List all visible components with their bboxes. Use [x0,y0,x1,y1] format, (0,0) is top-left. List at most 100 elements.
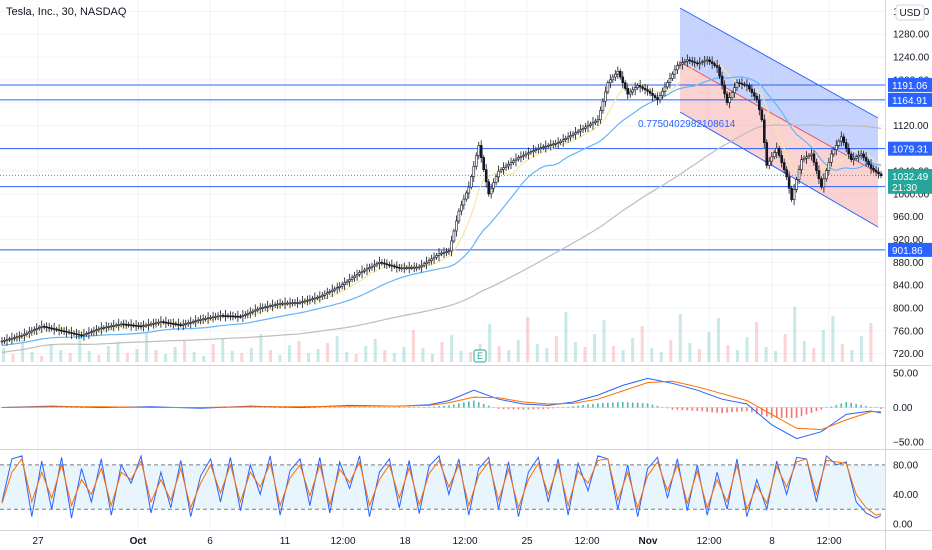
candle-body [623,82,627,89]
candle-body [427,260,431,263]
level-label: 1079.31 [892,145,929,156]
stochastic-axis[interactable]: 80.00 40.00 0.00 [893,460,918,530]
volume-bar [507,350,511,362]
candle-body [253,309,257,312]
macd-histogram-bar [393,407,396,408]
candle-body [626,88,630,95]
candle-body [683,61,687,64]
candle-body [827,161,831,171]
candle-body [713,63,716,66]
candle-body [70,332,73,334]
macd-histogram-bar [751,407,753,413]
candle-body [328,291,332,294]
macd-histogram-bar [125,407,127,408]
stochastic-tick-label: 40.00 [893,490,918,501]
candle-body [601,100,605,111]
candle-body [728,97,731,103]
ma-mid-line [1,76,882,347]
earnings-marker[interactable]: E [473,349,487,363]
price-tick-label: 880.00 [893,258,924,269]
volume-bar [488,324,492,362]
candle-body [844,142,848,149]
time-tick-label: 12:00 [696,536,721,547]
time-tick-label: 6 [207,536,213,547]
candle-body [492,182,495,189]
earnings-badge[interactable] [473,349,487,363]
macd-histogram-bar [795,407,798,418]
candle-body [705,59,709,62]
macd-histogram-bar [706,407,708,412]
candle-body [633,87,637,91]
candle-body [678,63,682,66]
candle-body [641,86,644,89]
macd-histogram-bar [572,406,574,408]
macd-histogram-bar [264,407,267,408]
macd-histogram-bar [666,407,669,409]
volume-bar [812,348,816,362]
candle-body [380,262,384,264]
volume-bar [307,353,311,362]
macd-histogram-bar [701,407,704,412]
macd-histogram-bar [1,407,3,408]
macd-histogram-bar [691,407,694,411]
candle-body [760,109,764,121]
stochastic-pane[interactable] [0,453,885,519]
macd-histogram-bar [865,405,867,408]
last-price-bg [888,169,932,193]
volume-bar [573,342,577,362]
candle-body [321,294,324,297]
volume-bar [450,335,454,362]
volume-bar [640,326,644,362]
macd-histogram-bar [418,407,420,408]
volume-bar [669,340,673,362]
macd-pane[interactable] [0,377,885,440]
macd-histogram-bar [463,402,465,408]
horizontal-levels[interactable] [0,84,885,251]
candle-body [584,126,587,129]
macd-histogram-bar [880,407,882,409]
candle-body [646,89,649,92]
macd-histogram-bar [428,406,430,408]
volume-bar [688,343,692,362]
volume-bar [707,332,711,362]
macd-histogram-bar [328,407,331,408]
channel-bottom-line[interactable] [679,111,879,228]
candle-body [273,304,277,306]
candle-body [862,153,865,158]
volume-bar [764,347,768,362]
candle-body [306,299,309,302]
macd-histogram-bar [636,402,639,408]
candle-body [167,322,170,324]
currency-button[interactable] [895,4,925,21]
candle-body [268,305,272,307]
candle-body [162,321,165,323]
volume-bar [192,352,196,362]
macd-histogram-bar [383,407,386,408]
candle-body [241,315,245,317]
macd-histogram-bar [482,403,485,408]
fib-ratio-label[interactable]: 0.7750402982108614 [638,119,736,130]
candle-body [636,85,639,88]
macd-axis[interactable]: 50.00 0.00 −50.00 [893,368,924,448]
candle-body [772,152,776,158]
candle-body [643,88,647,91]
time-axis[interactable]: 27 Oct 6 11 12:00 18 12:00 25 12:00 Nov 12:00 8 12:0… [32,536,842,547]
candle-body [718,66,721,77]
time-tick-label: Nov [639,536,658,547]
candle-body [196,319,200,322]
channel-mid-line[interactable] [679,61,879,174]
candle-body [333,288,337,291]
candle-body [102,327,106,329]
volume-bar [755,322,759,362]
channel-upper-zone[interactable] [680,8,878,173]
volume-bar [211,344,215,362]
volume-bar [49,344,53,362]
candle-body [549,144,553,147]
time-tick-label: 18 [399,536,411,547]
volume-bar [59,350,63,362]
macd-histogram-bar [333,407,336,408]
price-tick-label: 960.00 [893,212,924,223]
volume-bar [650,348,654,362]
macd-histogram-bar [790,407,793,418]
